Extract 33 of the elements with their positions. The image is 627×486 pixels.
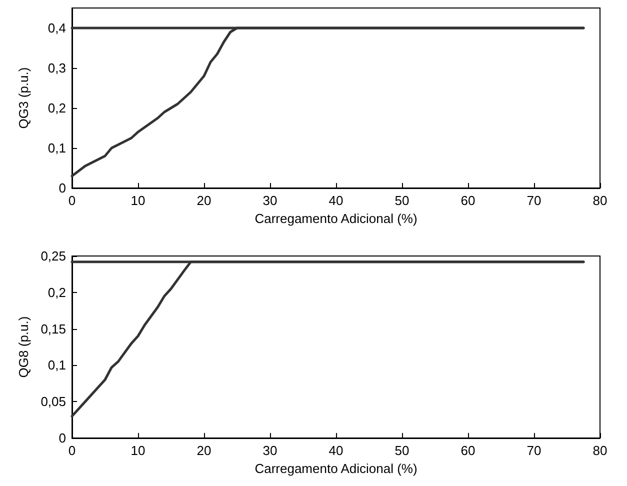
x-tick-label: 10 xyxy=(130,443,146,458)
y-tick-label: 0 xyxy=(58,430,66,446)
y-tick-label: 0 xyxy=(58,180,66,196)
x-tick-label: 60 xyxy=(460,193,476,208)
y-tick-label: 0,2 xyxy=(48,284,66,300)
y-tick-label: 0,4 xyxy=(48,20,66,36)
x-tick-label: 80 xyxy=(592,193,608,208)
y-tick-label: 0,1 xyxy=(48,358,66,373)
x-axis-title: Carregamento Adicional (%) xyxy=(254,461,418,476)
x-tick-label: 10 xyxy=(130,193,146,208)
x-tick-label: 20 xyxy=(196,443,212,458)
y-axis-title: QG8 (p.u.) xyxy=(16,316,31,378)
x-tick-label: 0 xyxy=(68,443,76,458)
x-tick-label: 30 xyxy=(262,443,278,458)
x-tick-label: 0 xyxy=(68,193,76,208)
x-tick-label: 80 xyxy=(592,443,608,458)
x-axis-title: Carregamento Adicional (%) xyxy=(254,211,418,226)
x-tick-label: 60 xyxy=(460,443,476,458)
x-tick-label: 70 xyxy=(526,443,542,458)
y-axis-title: QG3 (p.u.) xyxy=(16,67,31,129)
x-tick-label: 40 xyxy=(328,443,344,458)
x-tick-label: 20 xyxy=(196,193,212,208)
x-tick-label: 50 xyxy=(394,193,410,208)
y-tick-label: 0,25 xyxy=(40,248,66,264)
x-tick-label: 30 xyxy=(262,193,278,208)
y-tick-label: 0,3 xyxy=(48,60,66,76)
x-tick-label: 70 xyxy=(526,193,542,208)
y-tick-label: 0,2 xyxy=(48,100,66,116)
x-tick-label: 40 xyxy=(328,193,344,208)
y-tick-label: 0,1 xyxy=(48,140,66,156)
x-tick-label: 50 xyxy=(394,443,410,458)
y-tick-label: 0,15 xyxy=(40,321,66,336)
y-tick-label: 0,05 xyxy=(40,394,66,410)
